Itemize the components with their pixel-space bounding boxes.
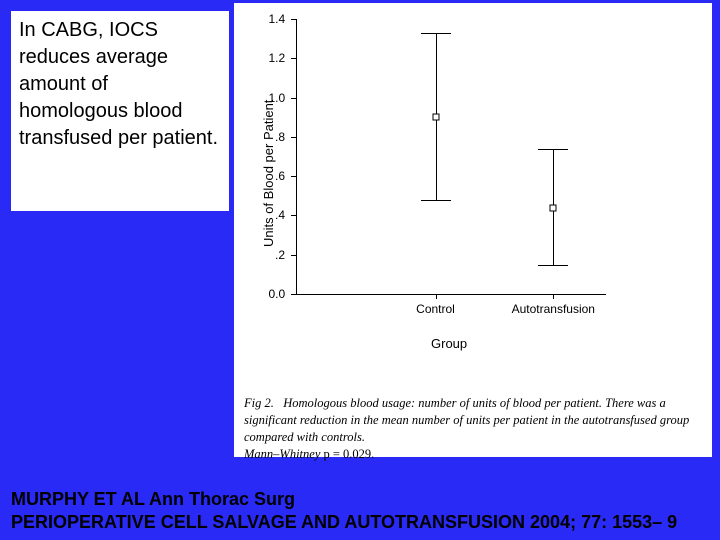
ytick-label: .8: [275, 130, 288, 144]
ytick: [291, 215, 296, 216]
citation-block: MURPHY ET AL Ann Thorac Surg PERIOPERATI…: [11, 488, 677, 533]
error-cap-top: [421, 33, 451, 34]
ytick-label: .4: [275, 208, 288, 222]
ytick: [291, 137, 296, 138]
xtick: [553, 294, 554, 299]
error-cap-bottom: [421, 200, 451, 201]
caption-stat-label: Mann–Whitney: [244, 447, 320, 461]
figure-panel: 0.0.2.4.6.81.01.21.4 ControlAutotransfus…: [234, 3, 712, 457]
ytick-label: 0.0: [269, 287, 289, 301]
y-axis: [296, 19, 297, 294]
ytick: [291, 176, 296, 177]
ytick: [291, 294, 296, 295]
summary-textbox: In CABG, IOCS reduces average amount of …: [11, 11, 229, 211]
caption-stat-value: p = 0.029.: [324, 447, 375, 461]
caption-lead: Fig 2.: [244, 396, 274, 410]
ytick: [291, 19, 296, 20]
ytick-label: 1.4: [269, 12, 289, 26]
slide-root: In CABG, IOCS reduces average amount of …: [0, 0, 720, 540]
xtick: [436, 294, 437, 299]
citation-line2: PERIOPERATIVE CELL SALVAGE AND AUTOTRANS…: [11, 511, 677, 534]
caption-body: Homologous blood usage: number of units …: [244, 396, 689, 444]
summary-text: In CABG, IOCS reduces average amount of …: [19, 19, 218, 149]
ytick-label: 1.2: [269, 51, 289, 65]
x-axis-label: Group: [431, 336, 467, 351]
figure-caption: Fig 2. Homologous blood usage: number of…: [244, 395, 696, 463]
ytick-label: .2: [275, 248, 288, 262]
category-label: Autotransfusion: [503, 302, 603, 316]
chart-area: 0.0.2.4.6.81.01.21.4 ControlAutotransfus…: [296, 19, 606, 294]
category-label: Control: [386, 302, 486, 316]
ytick: [291, 98, 296, 99]
data-marker: [550, 204, 557, 211]
ytick: [291, 58, 296, 59]
citation-line1: MURPHY ET AL Ann Thorac Surg: [11, 488, 677, 511]
y-axis-label: Units of Blood per Patient: [261, 100, 276, 247]
error-cap-top: [538, 149, 568, 150]
error-cap-bottom: [538, 265, 568, 266]
data-marker: [432, 114, 439, 121]
x-axis: [296, 294, 606, 295]
ytick: [291, 255, 296, 256]
ytick-label: .6: [275, 169, 288, 183]
